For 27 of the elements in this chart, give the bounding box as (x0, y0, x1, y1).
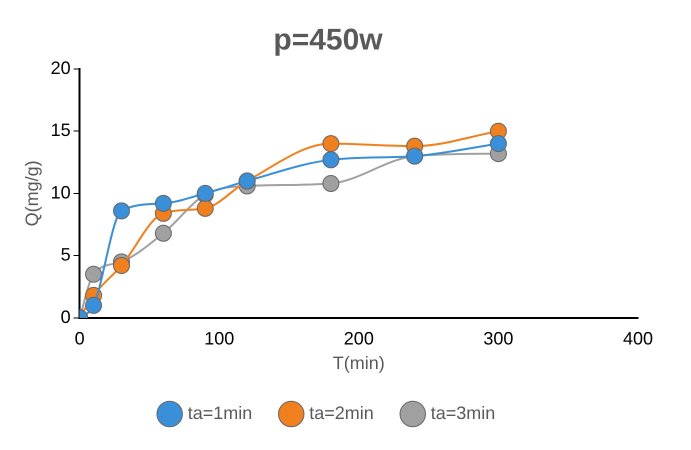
point (113, 257, 130, 274)
point (490, 135, 507, 152)
y-tick-label: 20 (50, 58, 71, 78)
x-tick-label: 200 (344, 328, 374, 349)
y-tick-label: 15 (50, 120, 71, 140)
point (85, 266, 102, 283)
x-tick-label: 300 (483, 328, 514, 349)
point (85, 296, 102, 314)
x-tick-label: 100 (204, 328, 234, 349)
x-axis-title: T(min) (332, 353, 385, 374)
chart-title: p=450w (273, 23, 384, 56)
y-tick-label: 0 (60, 306, 71, 327)
legend-label: ta=3min (430, 402, 496, 423)
point (113, 202, 130, 220)
legend-label: ta=2min (309, 402, 374, 423)
y-tick-label: 5 (60, 244, 71, 265)
x-tick-label: 0 (74, 328, 85, 349)
point (196, 200, 214, 217)
point (322, 174, 340, 192)
point (322, 151, 340, 168)
x-tick-label: 400 (622, 328, 654, 349)
point (322, 135, 340, 152)
y-tick-label: 10 (50, 182, 71, 202)
legend-label: ta=1min (188, 402, 252, 423)
point (154, 194, 172, 212)
y-axis-title: Q(mg/g) (22, 160, 42, 226)
point (154, 224, 172, 242)
